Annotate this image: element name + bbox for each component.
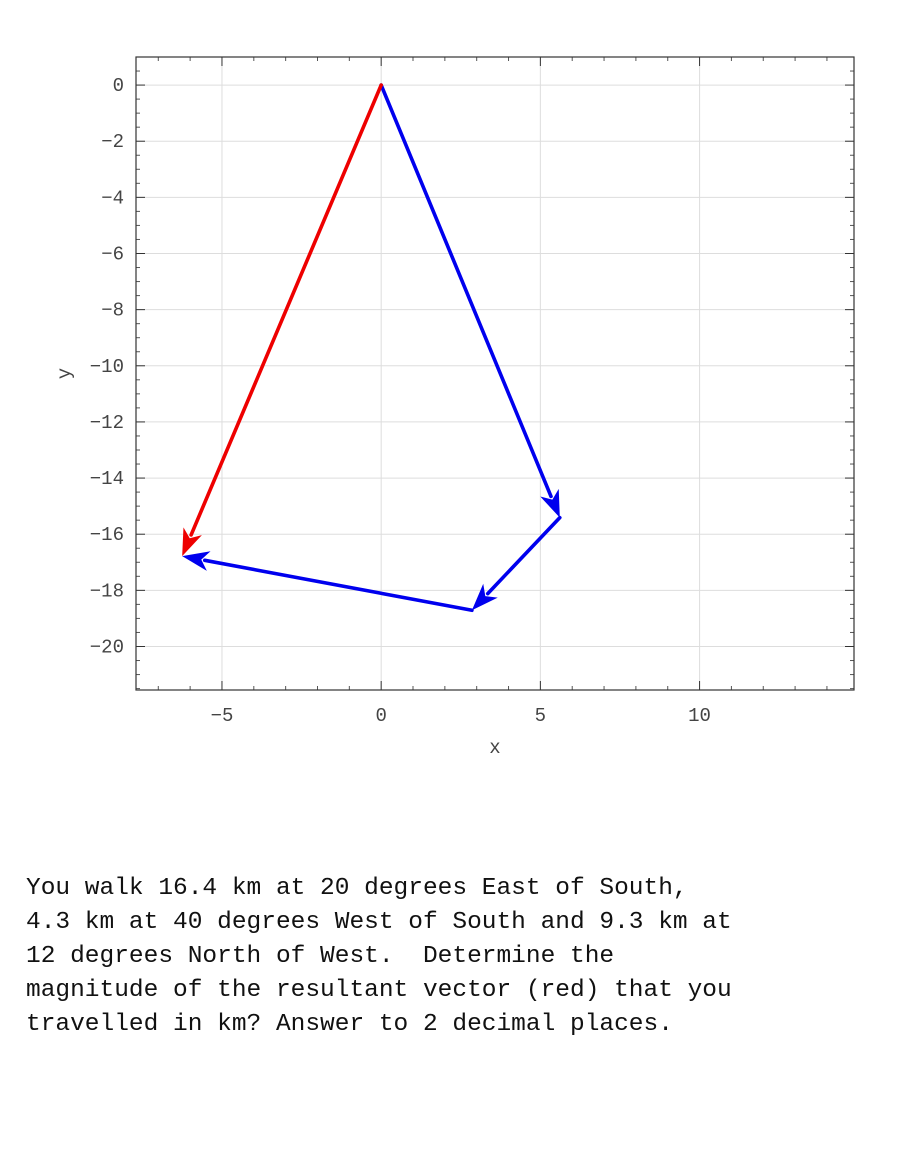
y-tick-label: −16 xyxy=(90,524,124,546)
grid-lines xyxy=(136,57,854,690)
question-text: You walk 16.4 km at 20 degrees East of S… xyxy=(26,875,732,1038)
resultant-vector xyxy=(182,83,383,557)
x-tick-labels: −5 0 5 10 xyxy=(211,705,711,727)
resultant-shaft xyxy=(189,83,383,537)
vector-plot: −5 0 5 10 0 −2 −4 −6 −8 −10 −12 −14 −16 −18 −20 x y xyxy=(54,56,855,759)
displacement-2-arrowhead xyxy=(471,583,498,611)
minor-ticks xyxy=(136,56,854,690)
displacement-1-vector xyxy=(379,83,560,518)
y-tick-label: −14 xyxy=(90,468,124,490)
y-tick-label: −2 xyxy=(101,131,124,153)
major-ticks xyxy=(136,57,854,690)
y-tick-label: 0 xyxy=(113,75,124,97)
y-tick-label: −18 xyxy=(90,580,124,602)
y-tick-labels: 0 −2 −4 −6 −8 −10 −12 −14 −16 −18 −20 xyxy=(90,75,124,658)
displacement-1-shaft xyxy=(379,83,553,499)
displacement-2-vector xyxy=(471,515,562,611)
x-tick-label: 10 xyxy=(688,705,711,727)
displacement-3-shaft xyxy=(202,558,474,613)
displacement-3-vector xyxy=(182,551,474,613)
y-tick-label: −12 xyxy=(90,412,124,434)
y-tick-label: −8 xyxy=(101,300,124,322)
resultant-arrowhead xyxy=(182,527,202,557)
x-tick-label: 5 xyxy=(535,705,546,727)
y-tick-label: −6 xyxy=(101,243,124,265)
displacement-2-shaft xyxy=(485,515,562,596)
displacement-1-arrowhead xyxy=(540,488,560,518)
y-tick-label: −20 xyxy=(90,636,124,658)
displacement-3-arrowhead xyxy=(182,551,211,571)
vectors xyxy=(182,83,562,613)
x-tick-label: −5 xyxy=(211,705,234,727)
x-axis-label: x xyxy=(489,737,500,759)
y-tick-label: −10 xyxy=(90,356,124,378)
y-tick-label: −4 xyxy=(101,187,124,209)
y-axis-label: y xyxy=(54,368,76,379)
x-tick-label: 0 xyxy=(375,705,386,727)
plot-frame xyxy=(135,56,855,691)
